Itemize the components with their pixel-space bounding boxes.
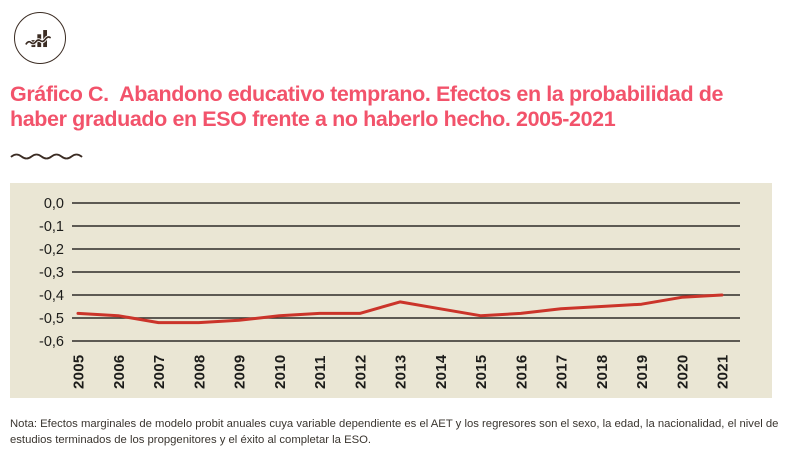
svg-text:2019: 2019 [634, 354, 651, 389]
svg-text:2015: 2015 [473, 354, 490, 389]
chart-svg: 0,0 -0,1 -0,2 -0,3 -0,4 -0,5 -0,6 2005 2006 2007 2… [39, 196, 740, 389]
figure-title-line1: Gráfico C. Abandono educativo temprano. … [10, 82, 724, 106]
svg-text:2010: 2010 [272, 354, 289, 389]
svg-text:2017: 2017 [554, 354, 571, 389]
svg-text:2007: 2007 [151, 354, 168, 389]
bar-chart-trend-icon [24, 30, 52, 48]
svg-text:2021: 2021 [715, 354, 732, 389]
svg-text:2014: 2014 [433, 354, 450, 389]
chart-panel: 0,0 -0,1 -0,2 -0,3 -0,4 -0,5 -0,6 2005 2006 2007 2… [10, 183, 772, 398]
figure-title: Gráfico C. Abandono educativo temprano. … [10, 82, 798, 131]
svg-text:-0,1: -0,1 [39, 219, 64, 235]
svg-text:-0,4: -0,4 [39, 288, 64, 304]
svg-text:0,0: 0,0 [44, 196, 64, 212]
svg-text:2005: 2005 [71, 354, 88, 389]
svg-text:-0,6: -0,6 [39, 334, 64, 350]
svg-text:2009: 2009 [232, 354, 249, 389]
svg-text:2016: 2016 [513, 354, 530, 389]
figure-title-line2: haber graduado en ESO frente a no haberl… [10, 106, 616, 131]
svg-text:2008: 2008 [191, 354, 208, 389]
footnote: Nota: Efectos marginales de modelo probi… [10, 418, 779, 447]
svg-text:-0,5: -0,5 [39, 311, 64, 327]
svg-text:2012: 2012 [352, 354, 369, 389]
svg-text:2020: 2020 [674, 354, 691, 389]
squiggle-underline-icon [10, 153, 83, 160]
svg-text:2011: 2011 [312, 355, 329, 389]
svg-text:2006: 2006 [111, 354, 128, 389]
chart-logo-badge [14, 12, 66, 64]
svg-text:2018: 2018 [594, 354, 611, 389]
svg-text:-0,3: -0,3 [39, 265, 64, 281]
svg-text:2013: 2013 [393, 354, 410, 389]
svg-text:-0,2: -0,2 [39, 242, 64, 258]
